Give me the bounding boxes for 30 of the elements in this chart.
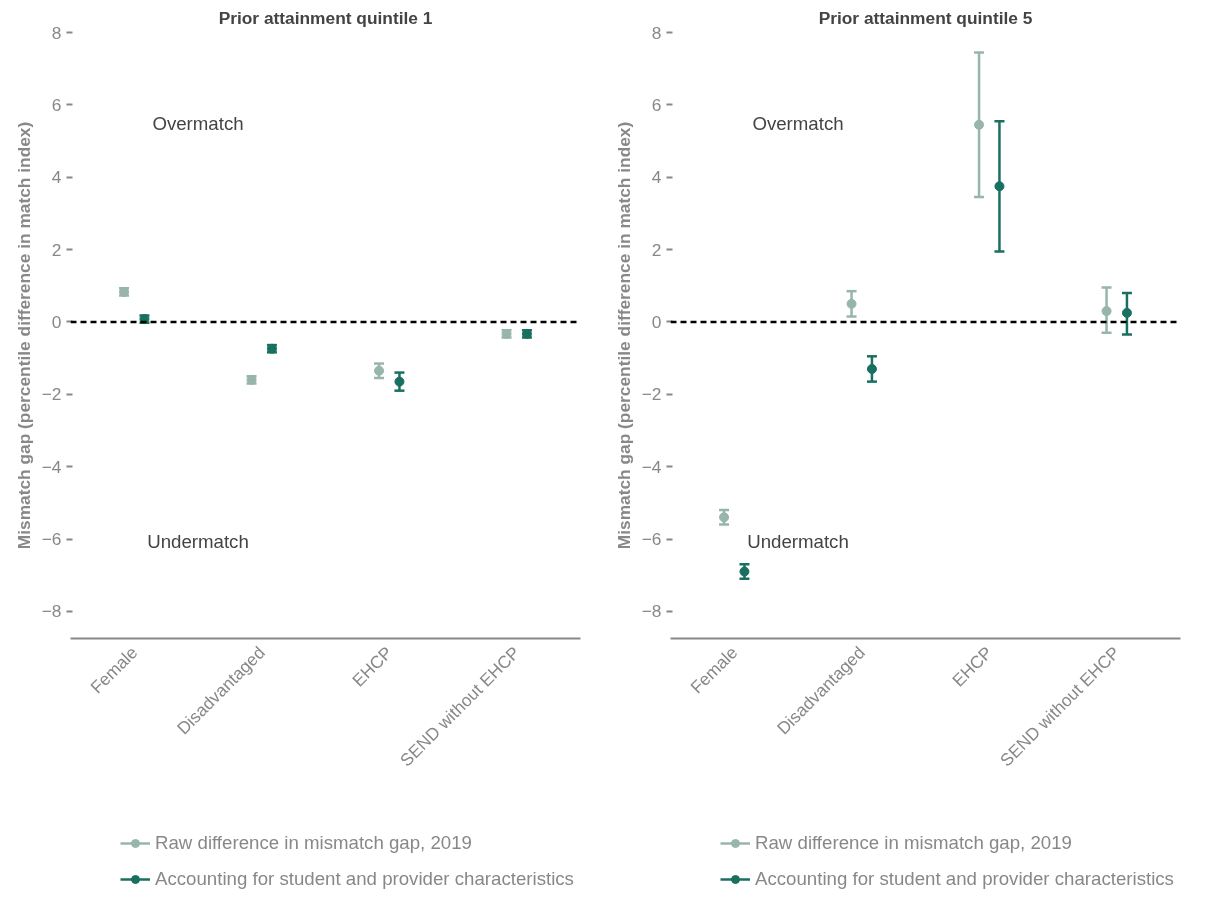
- y-tick-label: −4: [41, 456, 62, 477]
- legend-label: Accounting for student and provider characteristics: [755, 868, 1174, 890]
- y-axis-title: Mismatch gap (percentile difference in match index): [13, 121, 34, 550]
- annotation: Undermatch: [147, 531, 249, 553]
- annotation: Overmatch: [152, 112, 244, 134]
- annotation: Undermatch: [747, 531, 849, 553]
- legend-label: Accounting for student and provider characteristics: [155, 868, 574, 890]
- y-tick-label: −4: [641, 456, 662, 477]
- y-tick-label: 6: [651, 94, 662, 115]
- y-axis-title: Mismatch gap (percentile difference in match index): [613, 121, 634, 550]
- y-tick-label: −6: [41, 529, 62, 550]
- y-tick-label: −8: [41, 601, 62, 622]
- y-tick-label: −8: [641, 601, 662, 622]
- chart-title: Prior attainment quintile 1: [218, 7, 433, 28]
- y-tick-label: 8: [51, 22, 62, 43]
- y-tick-label: 6: [51, 94, 62, 115]
- y-tick-label: −6: [641, 529, 662, 550]
- y-tick-label: 2: [51, 239, 62, 260]
- y-tick-label: 0: [51, 311, 62, 332]
- annotation: Overmatch: [752, 112, 844, 134]
- chart-title: Prior attainment quintile 5: [818, 7, 1033, 28]
- y-tick-label: −2: [641, 384, 662, 405]
- y-tick-label: 4: [51, 167, 62, 188]
- y-tick-label: 4: [651, 167, 662, 188]
- y-tick-label: 0: [651, 311, 662, 332]
- y-tick-label: 8: [651, 22, 662, 43]
- y-tick-label: −2: [41, 384, 62, 405]
- legend-label: Raw difference in mismatch gap, 2019: [755, 832, 1072, 854]
- legend-label: Raw difference in mismatch gap, 2019: [155, 832, 472, 854]
- y-tick-label: 2: [651, 239, 662, 260]
